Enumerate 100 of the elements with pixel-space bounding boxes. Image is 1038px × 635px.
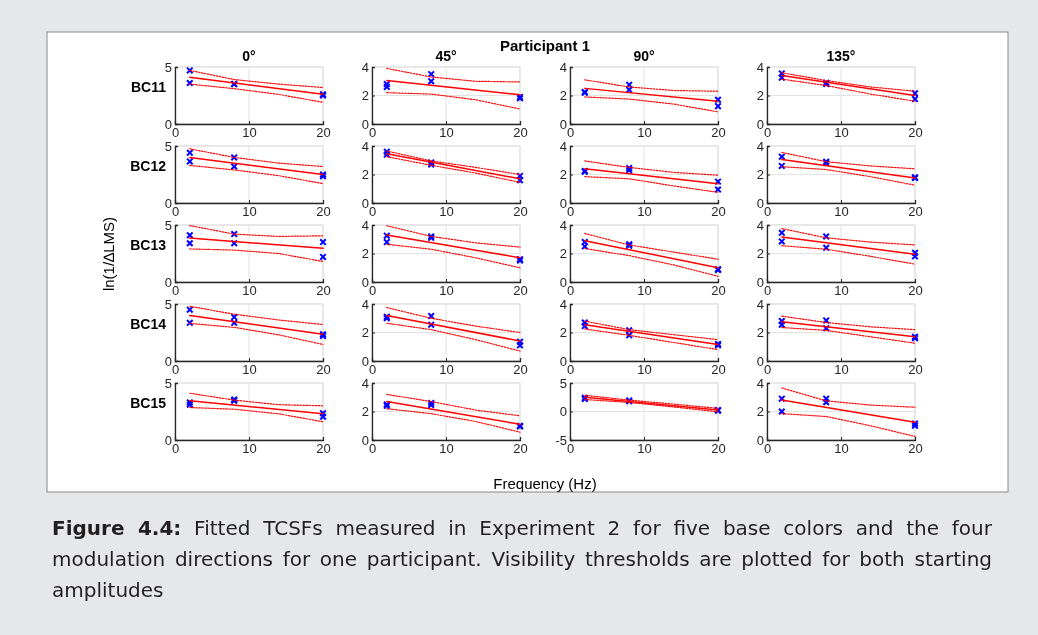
line-series [584, 79, 719, 92]
line-series [189, 406, 324, 423]
x-tick-label: 20 [513, 204, 528, 220]
x-tick-label: 10 [834, 441, 849, 457]
y-tick-label: 2 [559, 88, 567, 104]
line-series [189, 305, 324, 326]
line-series [189, 248, 324, 263]
chart-title: 0° [242, 48, 256, 64]
x-tick-label: 20 [908, 283, 923, 299]
x-tick-label: 10 [637, 283, 652, 299]
y-tick-label: 5 [164, 138, 172, 154]
y-axis-title: BC14 [130, 315, 167, 332]
y-tick-label: 4 [559, 138, 567, 154]
x-tick-label: 10 [834, 204, 849, 220]
line-series [386, 225, 521, 248]
y-axis-title: BC13 [130, 236, 167, 253]
line-series [189, 83, 324, 103]
y-tick-label: 2 [756, 246, 764, 262]
x-tick-label: 10 [637, 441, 652, 457]
y-tick-label: 2 [756, 404, 764, 420]
x-tick-label: 10 [637, 204, 652, 220]
text: ln(1/∆LMS) [100, 216, 117, 292]
y-tick-label: -5 [555, 432, 567, 448]
y-tick-label: 4 [756, 375, 764, 391]
y-tick-label: 0 [559, 404, 567, 420]
x-tick-label: 20 [711, 362, 726, 378]
x-tick-label: 20 [513, 125, 528, 141]
text: Frequency (Hz) [493, 475, 597, 492]
y-tick-label: 4 [756, 59, 764, 75]
y-axis-title: BC11 [130, 78, 167, 95]
x-tick-label: 10 [834, 283, 849, 299]
y-axis-title: BC12 [130, 157, 167, 174]
x-tick-label: 20 [316, 283, 331, 299]
x-tick-label: 10 [242, 125, 257, 141]
line-series [781, 387, 916, 408]
x-tick-label: 10 [242, 283, 257, 299]
y-tick-label: 2 [756, 325, 764, 341]
y-tick-label: 4 [361, 375, 369, 391]
y-tick-label: 4 [361, 138, 369, 154]
x-tick-label: 20 [513, 362, 528, 378]
y-tick-label: 2 [361, 167, 369, 183]
x-tick-label: 10 [242, 204, 257, 220]
x-tick-label: 10 [242, 441, 257, 457]
chart-title: 45° [435, 48, 457, 64]
y-tick-label: 2 [756, 88, 764, 104]
x-tick-label: 20 [513, 283, 528, 299]
line-series [781, 227, 916, 246]
y-tick-label: 2 [756, 167, 764, 183]
chart-title: 90° [633, 48, 655, 64]
y-tick-label: 2 [559, 167, 567, 183]
line-series [386, 322, 521, 352]
x-tick-label: 20 [908, 204, 923, 220]
line-series [189, 69, 324, 89]
y-axis-title: BC15 [130, 394, 167, 411]
line-series [189, 164, 324, 185]
line-series [584, 328, 719, 351]
y-tick-label: 5 [559, 375, 567, 391]
line-series [386, 243, 521, 269]
x-tick-label: 20 [908, 125, 923, 141]
line-series [584, 320, 719, 341]
x-tick-label: 20 [711, 204, 726, 220]
x-tick-label: 20 [316, 441, 331, 457]
y-tick-label: 5 [164, 296, 172, 312]
line-series [584, 232, 719, 260]
y-tick-label: 4 [756, 217, 764, 233]
y-tick-label: 2 [361, 325, 369, 341]
y-tick-label: 4 [756, 138, 764, 154]
line-series [584, 247, 719, 277]
x-tick-label: 10 [439, 441, 454, 457]
x-tick-label: 10 [439, 125, 454, 141]
line-series [386, 67, 521, 83]
line-series [189, 148, 324, 168]
x-tick-label: 10 [242, 362, 257, 378]
x-tick-label: 20 [711, 125, 726, 141]
y-tick-label: 2 [361, 404, 369, 420]
line-series [781, 326, 916, 344]
y-tick-label: 4 [361, 59, 369, 75]
y-tick-label: 4 [361, 217, 369, 233]
line-series [781, 166, 916, 186]
y-tick-label: 4 [361, 296, 369, 312]
x-tick-label: 10 [834, 125, 849, 141]
x-tick-label: 20 [908, 362, 923, 378]
y-tick-label: 4 [559, 296, 567, 312]
line-series [189, 322, 324, 346]
x-tick-label: 20 [316, 125, 331, 141]
y-tick-label: 2 [559, 246, 567, 262]
x-tick-label: 10 [637, 125, 652, 141]
y-tick-label: 4 [559, 59, 567, 75]
x-tick-label: 10 [439, 283, 454, 299]
y-tick-label: 5 [164, 59, 172, 75]
x-tick-label: 10 [439, 362, 454, 378]
y-tick-label: 5 [164, 375, 172, 391]
line-series [781, 315, 916, 331]
y-tick-label: 5 [164, 217, 172, 233]
line-series [386, 408, 521, 433]
x-tick-label: 10 [637, 362, 652, 378]
line-series [781, 78, 916, 102]
line-series [584, 96, 719, 113]
line-series [781, 245, 916, 265]
x-tick-label: 20 [711, 441, 726, 457]
